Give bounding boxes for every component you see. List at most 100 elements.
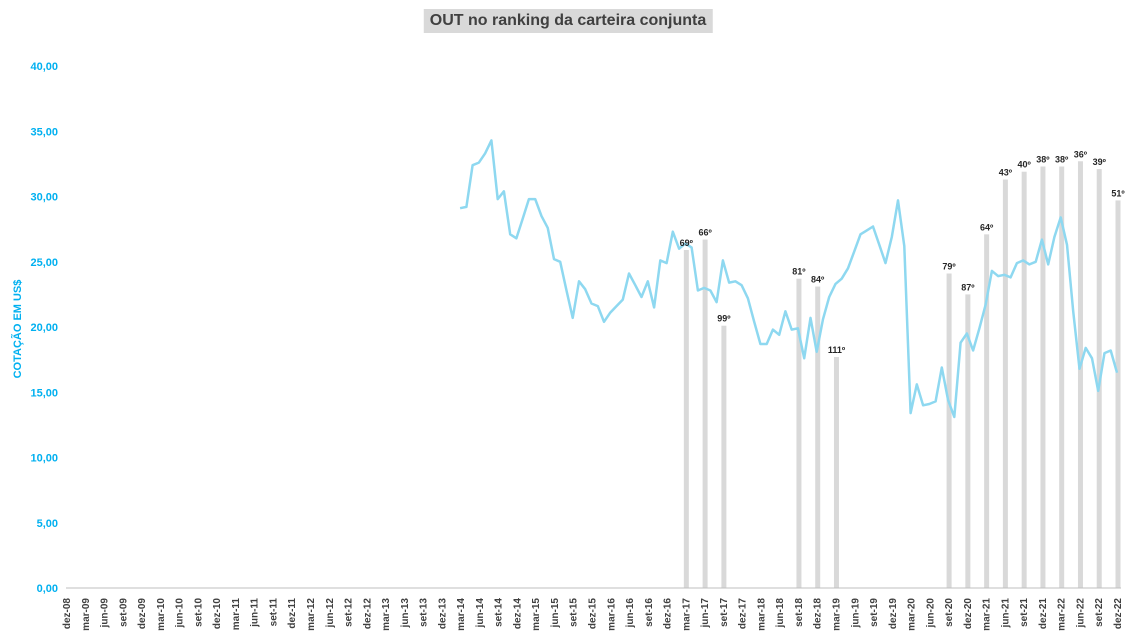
x-axis-ticks: dez-08 mar-09 jun-09 set-09 dez-09 mar-10 jun-… bbox=[62, 598, 1124, 631]
x-tick-label: dez-21 bbox=[1038, 598, 1049, 630]
x-tick-label: mar-13 bbox=[381, 598, 392, 631]
bar-data-label: 40º bbox=[1018, 160, 1032, 170]
x-tick-label: dez-17 bbox=[738, 598, 749, 630]
price-line bbox=[459, 139, 1119, 419]
bar bbox=[946, 273, 952, 588]
x-tick-label: set-19 bbox=[869, 598, 880, 627]
bar bbox=[796, 278, 802, 588]
x-tick-label: mar-14 bbox=[456, 598, 467, 631]
line-series bbox=[459, 139, 1119, 419]
x-tick-label: mar-20 bbox=[907, 598, 918, 631]
x-tick-label: dez-11 bbox=[287, 598, 298, 629]
x-tick-label: set-12 bbox=[344, 598, 355, 627]
bar-data-label: 38º bbox=[1055, 154, 1069, 164]
x-tick-label: dez-10 bbox=[212, 598, 223, 630]
x-tick-label: set-09 bbox=[118, 598, 129, 627]
x-tick-label: dez-18 bbox=[813, 598, 824, 630]
x-tick-label: set-18 bbox=[794, 598, 805, 627]
bar bbox=[1115, 200, 1121, 589]
x-tick-label: jun-16 bbox=[625, 598, 636, 629]
x-tick-label: mar-21 bbox=[982, 598, 993, 631]
bar-data-label: 66º bbox=[698, 228, 712, 238]
chart-title: OUT no ranking da carteira conjunta bbox=[423, 9, 713, 33]
bar bbox=[815, 286, 821, 588]
x-tick-label: jun-11 bbox=[250, 598, 261, 628]
bar bbox=[683, 250, 689, 588]
x-tick-label: jun-15 bbox=[550, 598, 561, 629]
y-tick-label: 5,00 bbox=[37, 518, 58, 530]
x-tick-label: mar-18 bbox=[756, 598, 767, 631]
x-tick-label: jun-22 bbox=[1075, 598, 1086, 629]
x-tick-label: set-11 bbox=[268, 598, 279, 627]
bar-labels: 69º 66º 99º 81º 84º 111º 79º 87º 64º 43º 40º 38º 38º… bbox=[680, 149, 1126, 355]
bar bbox=[965, 294, 971, 588]
bar-data-label: 36º bbox=[1074, 149, 1088, 159]
bar bbox=[1021, 171, 1027, 588]
x-tick-label: jun-20 bbox=[925, 598, 936, 629]
x-tick-label: jun-12 bbox=[325, 598, 336, 629]
x-tick-label: set-17 bbox=[719, 598, 730, 627]
x-tick-label: mar-12 bbox=[306, 598, 317, 631]
y-tick-label: 35,00 bbox=[30, 126, 58, 138]
x-tick-label: mar-17 bbox=[681, 598, 692, 631]
bar bbox=[984, 234, 990, 588]
x-tick-label: set-13 bbox=[419, 598, 430, 627]
x-tick-label: jun-17 bbox=[700, 598, 711, 629]
x-tick-label: mar-22 bbox=[1057, 598, 1068, 631]
y-tick-label: 30,00 bbox=[30, 192, 58, 204]
bar-data-label: 51º bbox=[1111, 188, 1125, 198]
x-tick-label: set-15 bbox=[569, 598, 580, 627]
x-tick-label: dez-20 bbox=[963, 598, 974, 630]
x-tick-label: jun-21 bbox=[1000, 598, 1011, 629]
y-tick-label: 10,00 bbox=[30, 453, 58, 465]
bar bbox=[833, 357, 839, 588]
bar-data-label: 99º bbox=[717, 314, 731, 324]
x-tick-label: dez-19 bbox=[888, 598, 899, 630]
bar-data-label: 43º bbox=[999, 168, 1013, 178]
bar bbox=[1002, 179, 1008, 588]
x-tick-label: set-20 bbox=[944, 598, 955, 627]
x-tick-label: mar-15 bbox=[531, 598, 542, 631]
x-tick-label: mar-10 bbox=[156, 598, 167, 631]
x-tick-label: mar-09 bbox=[81, 598, 92, 631]
x-tick-label: mar-11 bbox=[231, 598, 242, 631]
bar-data-label: 84º bbox=[811, 275, 825, 285]
x-tick-label: dez-09 bbox=[137, 598, 148, 630]
x-tick-label: jun-13 bbox=[400, 598, 411, 629]
x-tick-label: dez-14 bbox=[512, 598, 523, 630]
bar-data-label: 111º bbox=[828, 345, 846, 355]
y-axis-ticks: 0,00 5,00 10,00 15,00 20,00 25,00 30,00 35,00 40… bbox=[30, 61, 58, 595]
y-tick-label: 15,00 bbox=[30, 387, 58, 399]
x-tick-label: dez-13 bbox=[437, 598, 448, 630]
x-tick-label: set-16 bbox=[644, 598, 655, 627]
bar bbox=[1040, 166, 1046, 589]
bar-data-label: 69º bbox=[680, 238, 694, 248]
x-tick-label: jun-14 bbox=[475, 598, 486, 629]
bar-data-label: 79º bbox=[942, 261, 956, 271]
x-tick-label: set-22 bbox=[1094, 598, 1105, 627]
bar bbox=[702, 239, 708, 588]
x-tick-label: mar-16 bbox=[606, 598, 617, 631]
x-tick-label: jun-10 bbox=[175, 598, 186, 629]
y-tick-label: 40,00 bbox=[30, 61, 58, 73]
x-tick-label: set-21 bbox=[1019, 598, 1030, 627]
x-tick-label: jun-19 bbox=[850, 598, 861, 629]
x-tick-label: dez-22 bbox=[1113, 598, 1124, 630]
x-tick-label: mar-19 bbox=[831, 598, 842, 631]
y-tick-label: 25,00 bbox=[30, 257, 58, 269]
bar-series bbox=[683, 161, 1121, 589]
x-tick-label: dez-16 bbox=[663, 598, 674, 630]
x-tick-label: jun-09 bbox=[100, 598, 111, 629]
bar bbox=[1077, 161, 1083, 588]
bar-data-label: 87º bbox=[961, 282, 975, 292]
x-tick-label: dez-15 bbox=[588, 598, 599, 630]
bar-data-label: 38º bbox=[1036, 154, 1050, 164]
x-tick-label: set-14 bbox=[494, 598, 505, 627]
bar bbox=[721, 325, 727, 588]
bar bbox=[1059, 166, 1065, 589]
y-tick-label: 20,00 bbox=[30, 322, 58, 334]
x-tick-label: set-10 bbox=[193, 598, 204, 627]
x-tick-label: jun-18 bbox=[775, 598, 786, 629]
bar-data-label: 81º bbox=[792, 267, 806, 277]
